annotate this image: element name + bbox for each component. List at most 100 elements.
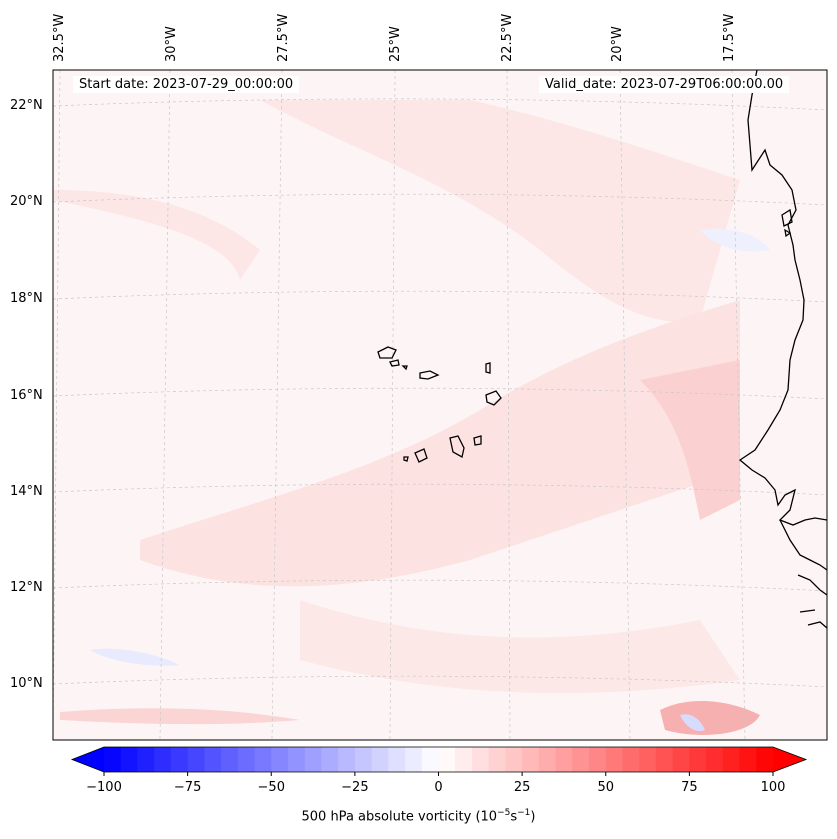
colorbar-segment <box>104 747 122 772</box>
lon-label-32-5w: 32.5°W <box>52 13 67 62</box>
africa-coastline <box>738 69 828 526</box>
colorbar-segment <box>237 747 256 772</box>
colorbar-label-text: 500 hPa absolute vorticity (10 <box>301 809 498 825</box>
vorticity-field <box>53 70 827 740</box>
colorbar-tick-label: 50 <box>597 780 615 795</box>
lon-label-25w: 25°W <box>388 26 403 62</box>
colorbar-segment <box>706 747 724 772</box>
vorticity-minimum-south <box>680 714 705 732</box>
colorbar-label: 500 hPa absolute vorticity (10−5s−1) <box>0 808 837 824</box>
colorbar-segment <box>338 747 356 772</box>
cape-verde-islands <box>377 346 502 463</box>
island-north <box>781 208 793 238</box>
colorbar-tick-label: −75 <box>173 780 202 795</box>
island-santiago <box>449 435 465 458</box>
colorbar <box>70 746 808 776</box>
colorbar-segment <box>589 747 607 772</box>
colorbar-tick-label: 0 <box>434 780 443 795</box>
colorbar-label-unit: s <box>510 809 518 825</box>
island-santa-luzia <box>401 365 408 371</box>
vorticity-minimum-southwest <box>90 648 180 666</box>
lon-label-17-5w: 17.5°W <box>722 13 737 62</box>
vorticity-band-east <box>640 360 740 520</box>
colorbar-segment <box>739 747 757 772</box>
lat-label-18n: 18°N <box>10 291 43 306</box>
colorbar-segment <box>137 747 155 772</box>
africa-coastline-south <box>779 519 828 571</box>
colorbar-segment <box>170 747 189 772</box>
colorbar-segment <box>304 747 322 772</box>
island-sao-vicente <box>389 359 400 367</box>
bijagos-islands <box>797 574 828 629</box>
colorbar-segment <box>672 747 690 772</box>
colorbar-segment <box>455 747 473 772</box>
vorticity-band-central <box>140 300 740 587</box>
gridlines <box>52 69 828 741</box>
start-date-label: Start date: 2023-07-29_00:00:00 <box>73 76 300 93</box>
colorbar-segment <box>254 747 272 772</box>
colorbar-segment <box>722 747 741 772</box>
island-santo-antao <box>377 346 397 359</box>
lat-label-10n: 10°N <box>10 676 43 691</box>
lon-label-20w: 20°W <box>610 26 625 62</box>
colorbar-extend-min <box>72 747 104 772</box>
colorbar-label-exp2: −1 <box>517 808 531 818</box>
colorbar-segment <box>405 747 423 772</box>
lat-label-16n: 16°N <box>10 388 43 403</box>
colorbar-tick-label: 100 <box>760 780 786 795</box>
colorbar-label-end: ) <box>530 809 536 825</box>
island-sao-nicolau <box>419 370 440 380</box>
colorbar-segment <box>488 747 506 772</box>
island-boa-vista <box>485 390 502 406</box>
colorbar-segment <box>287 747 306 772</box>
colorbar-tick-label: 75 <box>681 780 698 795</box>
colorbar-segment <box>622 747 640 772</box>
colorbar-segment <box>639 747 657 772</box>
lon-label-30w: 30°W <box>164 26 179 62</box>
island-maio <box>473 435 482 446</box>
island-sal <box>485 362 491 374</box>
island-brava <box>403 456 409 462</box>
colorbar-segment <box>120 747 138 772</box>
colorbar-segment <box>421 747 439 772</box>
colorbar-segment <box>538 747 557 772</box>
vorticity-maximum-southeast <box>660 700 760 735</box>
lat-label-12n: 12°N <box>10 580 43 595</box>
colorbar-segment <box>438 747 456 772</box>
colorbar-segment <box>605 747 623 772</box>
vorticity-band-south <box>300 600 740 694</box>
colorbar-segment <box>388 747 406 772</box>
colorbar-segment <box>689 747 707 772</box>
lon-label-22-5w: 22.5°W <box>500 13 515 62</box>
colorbar-segment <box>572 747 590 772</box>
colorbar-tick-label: 25 <box>513 780 531 795</box>
island-fogo <box>414 448 428 463</box>
map-frame <box>52 69 828 741</box>
colorbar-segment <box>221 747 239 772</box>
vorticity-band-northeast <box>260 100 740 322</box>
colorbar-segment <box>187 747 205 772</box>
vorticity-strip-south <box>60 708 300 725</box>
colorbar-segment <box>756 747 774 772</box>
vorticity-band-north <box>53 190 260 280</box>
valid-date-label: Valid_date: 2023-07-29T06:00:00.00 <box>539 76 790 93</box>
lat-label-22n: 22°N <box>10 98 43 113</box>
colorbar-tick-label: −25 <box>341 780 369 795</box>
lon-label-27-5w: 27.5°W <box>276 13 291 62</box>
colorbar-tick-label: −50 <box>257 780 285 795</box>
lat-label-20n: 20°N <box>10 194 43 209</box>
colorbar-label-exp1: −5 <box>497 808 511 818</box>
colorbar-segment <box>522 747 540 772</box>
colorbar-segment <box>204 747 222 772</box>
colorbar-segment <box>321 747 339 772</box>
colorbar-extend-max <box>773 747 806 772</box>
colorbar-segment <box>271 747 289 772</box>
colorbar-segment <box>471 747 490 772</box>
colorbar-segment <box>354 747 373 772</box>
coastline <box>738 69 828 629</box>
colorbar-segment <box>655 747 674 772</box>
colorbar-segment <box>555 747 573 772</box>
colorbar-tick-label: −100 <box>86 780 122 795</box>
colorbar-segment <box>154 747 172 772</box>
colorbar-segment <box>505 747 523 772</box>
